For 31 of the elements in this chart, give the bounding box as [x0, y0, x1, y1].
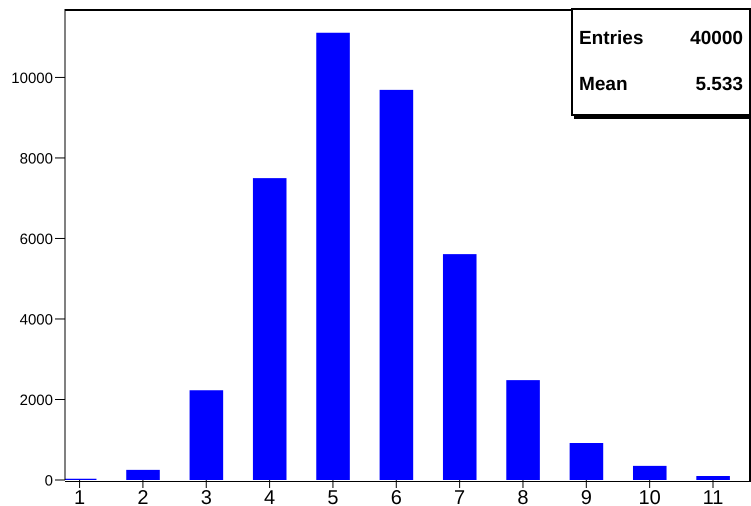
x-tick-label: 7 — [454, 487, 466, 506]
bar — [252, 178, 286, 480]
bar — [570, 442, 604, 480]
bar — [696, 476, 730, 480]
annotation: Entries — [579, 27, 644, 51]
x-tick-label: 1 — [74, 487, 86, 506]
x-tick-label: 10 — [638, 487, 661, 506]
x-tick-label: 5 — [327, 487, 338, 506]
x-tick-label: 4 — [264, 487, 276, 506]
bar — [506, 380, 540, 480]
x-tick-label: 3 — [200, 487, 212, 506]
bar — [126, 470, 160, 480]
x-tick-label: 8 — [517, 487, 529, 506]
annotation: 5.533 — [695, 73, 743, 97]
bar — [442, 254, 477, 480]
bar — [380, 90, 414, 480]
x-tick-label: 9 — [580, 487, 592, 506]
annotation: 40000 — [690, 27, 743, 51]
annotation: Mean — [579, 73, 628, 97]
x-tick-label: 2 — [137, 487, 148, 506]
bar — [316, 32, 350, 480]
y-tick-label: 10000 — [11, 70, 53, 87]
y-tick-label: 2000 — [20, 392, 53, 409]
bar — [632, 466, 667, 480]
x-tick-label: 6 — [390, 487, 402, 506]
y-tick-label: 4000 — [20, 311, 53, 328]
y-tick-label: 8000 — [20, 150, 53, 168]
bar — [190, 390, 224, 480]
y-tick-label: 6000 — [20, 230, 53, 248]
y-tick-label: 0 — [44, 472, 53, 490]
x-tick-label: 11 — [702, 487, 724, 506]
